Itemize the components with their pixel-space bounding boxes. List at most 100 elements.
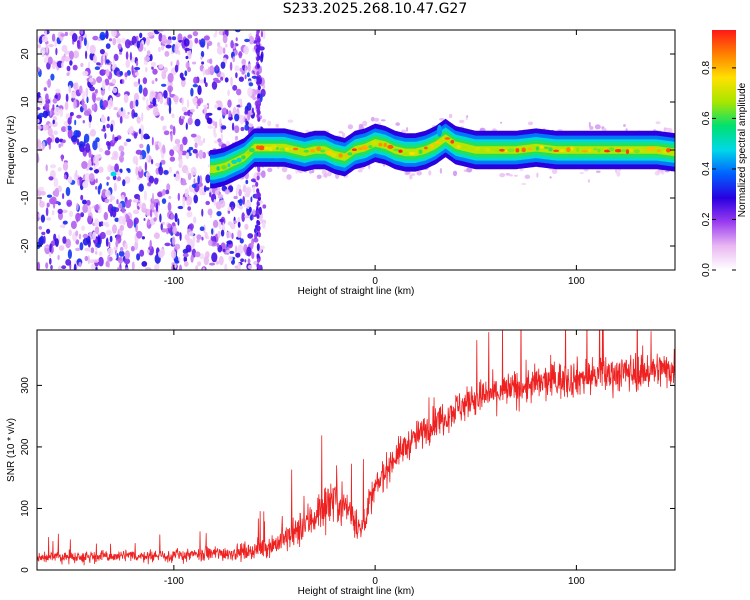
halo-blob [281, 166, 288, 173]
noise-blob [138, 165, 143, 172]
ridge-hotspot [461, 145, 469, 149]
noise-blob [119, 154, 124, 163]
noise-blob [39, 235, 45, 246]
noise-blob [98, 256, 104, 267]
noise-blob [203, 104, 209, 108]
ridge-hotspot [434, 141, 442, 145]
noise-blob [180, 150, 188, 156]
noise-blob [133, 81, 139, 87]
noise-blob [99, 49, 105, 55]
noise-blob [44, 245, 50, 249]
noise-blob [235, 187, 238, 198]
noise-blob [174, 44, 179, 55]
ridge-hotspot [489, 147, 495, 152]
noise-blob [88, 248, 92, 253]
noise-blob [186, 201, 190, 206]
ridge-hotspot [110, 171, 117, 177]
noise-blob [244, 223, 249, 230]
noise-blob [256, 188, 260, 194]
noise-blob [99, 183, 102, 190]
noise-blob [105, 30, 109, 39]
noise-blob [254, 228, 257, 234]
ridge-hotspot [241, 155, 246, 160]
noise-blob [146, 50, 151, 57]
noise-blob [53, 106, 61, 116]
noise-blob [252, 186, 256, 194]
noise-blob [79, 242, 84, 251]
noise-blob [238, 198, 243, 206]
noise-blob [44, 102, 50, 110]
noise-blob [93, 54, 97, 64]
noise-blob [229, 61, 233, 71]
noise-blob [226, 240, 233, 245]
noise-blob [112, 87, 118, 94]
noise-blob [116, 199, 119, 205]
ridge-hotspot [662, 150, 667, 154]
noise-blob [99, 99, 104, 109]
noise-blob [62, 161, 69, 171]
noise-blob [185, 122, 188, 130]
ridge-hotspot [403, 152, 410, 156]
noise-blob [105, 189, 111, 198]
noise-blob [146, 249, 150, 254]
noise-blob [45, 164, 48, 172]
noise-blob [225, 43, 228, 48]
noise-blob [216, 243, 220, 248]
ridge-hotspot [515, 148, 520, 153]
halo-blob [311, 169, 315, 174]
noise-blob [107, 116, 110, 122]
noise-blob [135, 149, 142, 155]
noise-blob [178, 50, 181, 56]
noise-blob [185, 152, 190, 160]
noise-blob [141, 202, 147, 212]
noise-blob [111, 209, 117, 218]
noise-blob [111, 156, 115, 160]
noise-blob [183, 38, 190, 47]
ridge-hotspot [649, 146, 656, 151]
noise-blob [90, 263, 96, 270]
noise-blob [227, 221, 233, 226]
noise-blob [95, 178, 98, 184]
noise-blob [257, 192, 261, 198]
y-axis-label: Frequency (Hz) [6, 116, 17, 185]
noise-blob [88, 75, 93, 79]
noise-blob [95, 97, 102, 101]
noise-blob [164, 242, 171, 247]
noise-blob [140, 130, 144, 141]
noise-blob [184, 47, 191, 52]
noise-blob [190, 87, 194, 97]
noise-blob [144, 161, 148, 172]
noise-blob [190, 133, 197, 138]
noise-blob [179, 232, 182, 241]
noise-blob [119, 116, 123, 124]
noise-blob [89, 167, 93, 171]
ridge-hotspot [351, 148, 357, 151]
noise-blob [159, 162, 162, 169]
noise-blob [257, 232, 262, 238]
noise-blob [101, 80, 106, 91]
ridge-hotspot [414, 150, 418, 155]
noise-blob [244, 215, 250, 219]
noise-blob [222, 222, 225, 231]
ridge-hotspot [299, 149, 305, 154]
noise-blob [50, 196, 57, 204]
noise-blob [125, 138, 132, 142]
noise-blob [58, 265, 62, 270]
colorbar-tick-label: 0.0 [701, 263, 712, 277]
noise-blob [250, 240, 254, 249]
ridge-hotspot [268, 146, 273, 152]
noise-blob [57, 167, 62, 172]
noise-blob [80, 194, 84, 201]
noise-blob [61, 209, 68, 214]
noise-blob [153, 217, 157, 222]
noise-blob [158, 46, 161, 53]
noise-blob [37, 107, 41, 111]
noise-blob [178, 158, 183, 167]
ridge-hotspot [597, 148, 601, 153]
noise-blob [142, 87, 148, 97]
noise-blob [244, 38, 250, 43]
ridge-hotspot [371, 140, 378, 146]
noise-blob [174, 64, 179, 73]
noise-blob [194, 37, 199, 44]
noise-blob [45, 262, 49, 269]
